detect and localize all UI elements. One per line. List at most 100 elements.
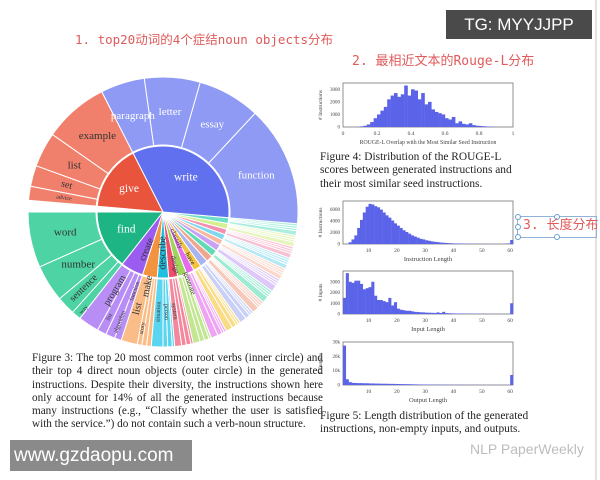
- histogram-bar: [343, 345, 347, 385]
- histogram-bar: [379, 300, 383, 314]
- x-tick-label: 60: [507, 248, 513, 254]
- histogram-bar: [422, 239, 426, 244]
- noun-label: set: [60, 178, 74, 192]
- verb-segment[interactable]: [96, 152, 164, 213]
- histogram-bar: [377, 300, 381, 314]
- histogram-bar: [428, 101, 432, 127]
- histogram-bar: [428, 312, 432, 314]
- resize-handle[interactable]: [554, 234, 560, 240]
- y-tick-label: 10k: [333, 369, 341, 374]
- histogram-bar: [385, 383, 389, 385]
- noun-label: system: [170, 303, 178, 321]
- histogram-bar: [348, 382, 352, 385]
- histogram-bar: [450, 313, 454, 314]
- histogram-bar: [360, 383, 364, 385]
- histogram-bar: [374, 383, 378, 385]
- histogram-bar: [411, 89, 415, 127]
- histogram-bar: [430, 241, 434, 244]
- y-axis-label: # Inputs: [318, 284, 324, 302]
- x-tick-label: 0.2: [374, 131, 381, 137]
- resize-handle[interactable]: [554, 214, 560, 220]
- histogram-bar: [468, 123, 473, 127]
- histogram-bar: [385, 302, 389, 314]
- histogram-bar: [472, 125, 476, 127]
- histogram-bar: [371, 383, 375, 385]
- histogram-bar: [456, 243, 460, 244]
- histogram-bar: [453, 243, 457, 244]
- histogram-bar: [442, 311, 446, 314]
- noun-label: essay: [200, 118, 224, 130]
- figure4-caption: Figure 4: Distribution of the ROUGE-L sc…: [320, 151, 512, 190]
- resize-handle[interactable]: [515, 214, 521, 220]
- resize-handle[interactable]: [515, 224, 521, 230]
- histogram-bar: [362, 212, 366, 244]
- y-axis-label: # Outputs: [318, 353, 324, 375]
- histogram-bar: [399, 309, 403, 314]
- verb-segment[interactable]: [96, 211, 165, 265]
- histogram-bar: [445, 118, 449, 127]
- rouge-histogram: 0 0.2 0.4 0.6 0.8 1 0 1000 2000 3000 ROUGE-L Overl…: [318, 82, 515, 146]
- y-tick-label: 20k: [333, 355, 341, 360]
- histogram-bar: [365, 206, 369, 244]
- figure5-caption: Figure 5: Length distribution of the gen…: [320, 410, 529, 436]
- histogram-bar: [458, 121, 463, 127]
- histogram-bar: [447, 313, 451, 314]
- noun-segment[interactable]: [27, 185, 98, 207]
- histogram-bar: [377, 383, 381, 385]
- histogram-bar: [413, 311, 417, 314]
- x-tick-label: 0: [342, 131, 345, 137]
- annotation-verb-noun: 1. top20动词的4个症结noun objects分布: [75, 32, 334, 47]
- histogram-bar: [451, 116, 456, 127]
- histogram-bar: [388, 383, 392, 385]
- x-tick-label: 20: [394, 248, 400, 254]
- histogram-bar: [447, 243, 451, 244]
- y-tick-label: 6000: [330, 208, 341, 213]
- histogram-bar: [416, 312, 420, 314]
- histogram-bar: [422, 384, 426, 385]
- histogram-bar: [462, 123, 466, 127]
- histogram-bar: [394, 223, 398, 244]
- y-tick-label: 3000: [330, 280, 341, 285]
- histogram-bar: [351, 282, 355, 314]
- resize-handle[interactable]: [515, 234, 521, 240]
- annotation-length: 3. 长度分布: [523, 218, 599, 233]
- histogram-bar: [365, 288, 369, 314]
- y-tick-label: 0: [338, 384, 341, 389]
- noun-label: list: [131, 301, 145, 316]
- histogram-bar: [413, 236, 417, 244]
- y-axis-label: # Instructions: [318, 90, 324, 120]
- histogram-bar: [348, 242, 352, 244]
- histogram-bar: [421, 93, 425, 127]
- histogram-bar: [360, 219, 364, 244]
- histogram-bar: [343, 297, 347, 314]
- histogram-bar: [377, 114, 381, 127]
- histogram-bar: [391, 220, 395, 244]
- histogram-bar: [388, 297, 392, 314]
- noun-label: letter: [159, 106, 182, 118]
- histogram-bar: [345, 379, 349, 385]
- histogram-bar: [450, 243, 454, 244]
- histogram-bar: [379, 209, 383, 244]
- x-axis-label: Instruction Length: [404, 256, 453, 263]
- histogram-bar: [424, 104, 429, 127]
- histogram-bar: [485, 126, 490, 127]
- histogram-bar: [402, 384, 406, 385]
- histogram-bar: [404, 85, 408, 127]
- noun-label: example: [79, 130, 116, 142]
- histogram-bar: [445, 242, 449, 244]
- histogram-bar: [465, 124, 469, 127]
- y-tick-label: 2000: [330, 291, 341, 296]
- histogram-bar: [371, 204, 375, 244]
- histogram-bar: [433, 241, 437, 244]
- histogram-bar: [439, 313, 443, 314]
- x-tick-label: 10: [366, 389, 372, 395]
- histogram-bar: [445, 313, 449, 314]
- selected-textbox[interactable]: 3. 长度分布: [515, 214, 599, 240]
- histogram-bar: [408, 384, 412, 385]
- histogram-bar: [441, 114, 446, 127]
- histogram-bar: [351, 239, 355, 244]
- x-tick-label: 30: [422, 248, 428, 254]
- histogram-bar: [360, 126, 364, 127]
- histogram-bar: [382, 212, 386, 244]
- x-tick-label: 30: [422, 318, 428, 324]
